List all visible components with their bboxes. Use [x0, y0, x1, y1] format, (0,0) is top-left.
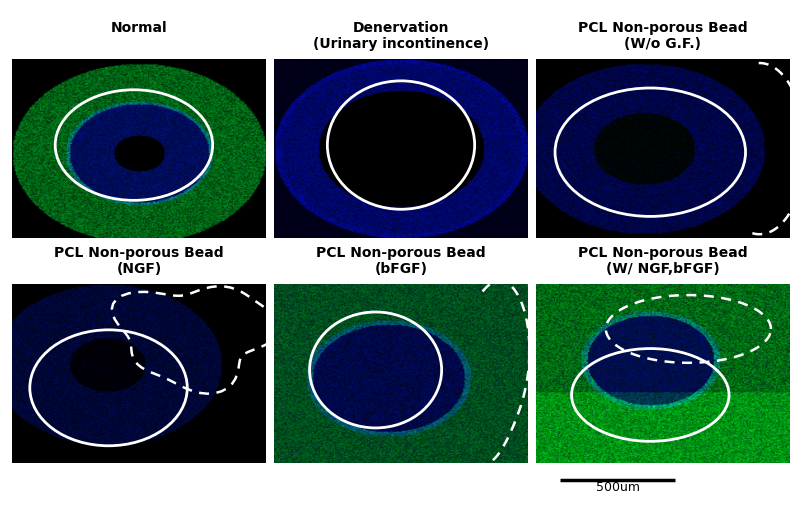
Text: Normal: Normal [111, 21, 168, 35]
Text: PCL Non-porous Bead
(NGF): PCL Non-porous Bead (NGF) [55, 246, 224, 276]
Text: 500um: 500um [596, 481, 639, 494]
Text: PCL Non-porous Bead
(W/ NGF,bFGF): PCL Non-porous Bead (W/ NGF,bFGF) [578, 246, 747, 276]
Text: Denervation
(Urinary incontinence): Denervation (Urinary incontinence) [313, 21, 489, 51]
Text: PCL Non-porous Bead
(bFGF): PCL Non-porous Bead (bFGF) [316, 246, 486, 276]
Text: PCL Non-porous Bead
(W/o G.F.): PCL Non-porous Bead (W/o G.F.) [578, 21, 747, 51]
